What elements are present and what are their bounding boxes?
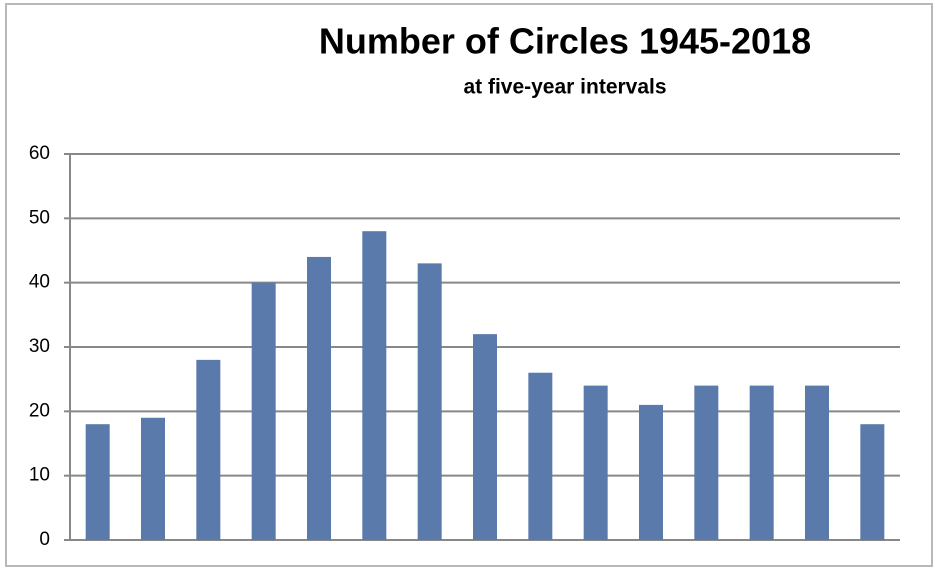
bar [749, 385, 774, 540]
bar [639, 404, 663, 540]
bar [362, 231, 387, 540]
y-tick-label: 0 [39, 529, 50, 550]
bar [583, 385, 608, 540]
y-tick-label: 10 [29, 465, 50, 486]
bar [251, 282, 276, 540]
bar [141, 417, 165, 540]
bar [694, 385, 719, 540]
bar [805, 385, 829, 540]
bar [307, 256, 331, 540]
y-tick-label: 60 [29, 143, 50, 164]
y-tick-label: 40 [29, 272, 50, 293]
y-tick-label: 20 [29, 400, 50, 421]
bar [417, 263, 442, 540]
bar [473, 334, 497, 540]
bar [196, 359, 221, 540]
y-tick-label: 50 [29, 207, 50, 228]
chart-title: Number of Circles 1945-2018 [319, 21, 811, 62]
bar [85, 424, 110, 540]
chart-subtitle: at five-year intervals [463, 76, 666, 99]
bar [860, 424, 885, 540]
bar [528, 372, 553, 540]
y-tick-label: 30 [29, 336, 50, 357]
